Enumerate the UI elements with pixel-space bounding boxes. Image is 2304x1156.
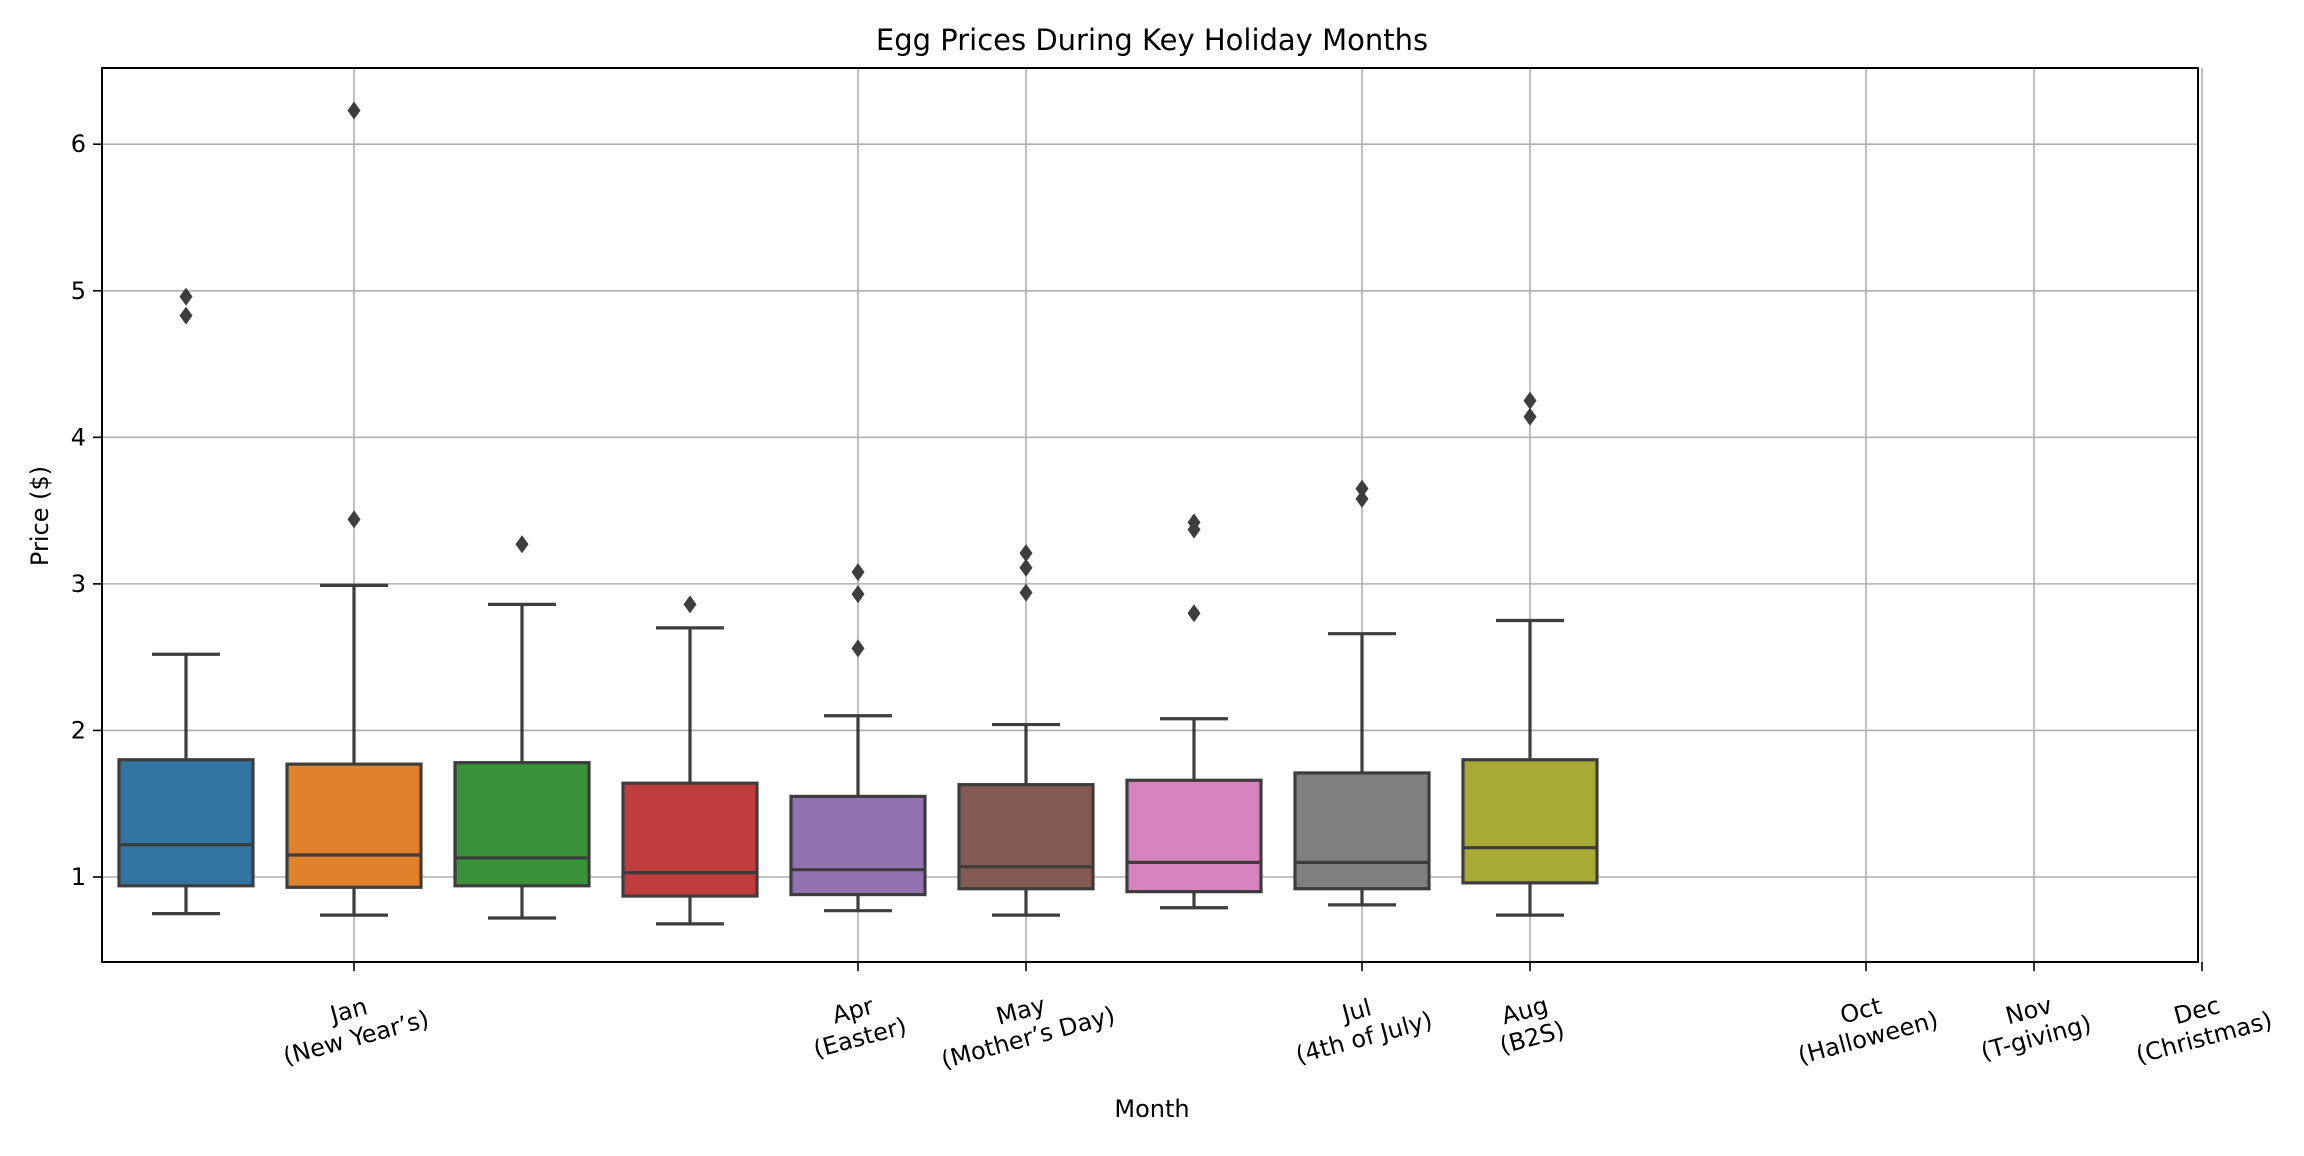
outlier-point [851, 563, 865, 582]
outlier-point [1187, 513, 1201, 532]
grid-lines [102, 68, 2203, 962]
box-iqr [789, 794, 927, 897]
outlier-point [1355, 479, 1369, 498]
box-iqr [957, 783, 1095, 891]
x-tick-label: Nov(T-giving) [1971, 983, 2095, 1066]
outlier-point [851, 585, 865, 604]
box-plot-group [1125, 513, 1263, 910]
y-axis-label: Price ($) [26, 466, 54, 566]
x-tick-label: Dec(Christmas) [2126, 979, 2275, 1069]
box-plot-group [1293, 479, 1431, 907]
outlier-point [1355, 489, 1369, 508]
box-plot-group [1461, 391, 1599, 917]
x-tick-label: Apr(Easter) [803, 985, 909, 1064]
outlier-point [1019, 544, 1033, 563]
x-axis-label: Month [1114, 1095, 1189, 1123]
box-plot-group [621, 595, 759, 926]
box-iqr [621, 781, 759, 898]
outlier-point [1019, 558, 1033, 577]
box-plot-group [285, 101, 423, 917]
box-iqr [1125, 778, 1263, 894]
outlier-point [1019, 583, 1033, 602]
box-iqr [117, 758, 255, 888]
outlier-point [347, 510, 361, 529]
box-iqr [1461, 758, 1599, 885]
outlier-point [179, 306, 193, 325]
outlier-point [683, 595, 697, 614]
y-tick-label: 6 [71, 130, 86, 158]
x-tick-label: Jan(New Year’s) [273, 978, 432, 1071]
x-tick-label: Oct(Halloween) [1788, 979, 1941, 1070]
y-tick-label: 4 [71, 423, 86, 451]
x-tick-label: Aug(B2S) [1489, 989, 1567, 1060]
chart-title: Egg Prices During Key Holiday Months [876, 23, 1428, 57]
box-plot-group [117, 287, 255, 916]
y-tick-label: 1 [71, 863, 86, 891]
y-tick-label: 2 [71, 716, 86, 744]
outlier-point [851, 639, 865, 658]
outlier-point [1523, 407, 1537, 426]
outlier-point [1187, 604, 1201, 623]
box-iqr [1293, 771, 1431, 891]
x-axis-ticks: Jan(New Year’s) Apr(Easter) May(Mother’s D… [273, 962, 2275, 1074]
x-tick-label: Jul(4th of July) [1286, 979, 1436, 1069]
box-plot-group [957, 544, 1095, 917]
box-plot-group [789, 563, 927, 913]
outlier-point [179, 287, 193, 306]
outlier-point [1523, 391, 1537, 410]
y-axis-ticks: 1 2 3 4 5 6 [71, 130, 102, 891]
y-tick-label: 5 [71, 277, 86, 305]
box-plot-group [453, 535, 591, 920]
outlier-point [515, 535, 529, 554]
box-iqr [285, 762, 423, 889]
outlier-point [347, 101, 361, 120]
box-iqr [453, 761, 591, 888]
plot-area-frame [101, 67, 2199, 963]
y-tick-label: 3 [71, 570, 86, 598]
box-series [117, 101, 1599, 926]
x-tick-label: May(Mother’s Day) [931, 974, 1118, 1074]
